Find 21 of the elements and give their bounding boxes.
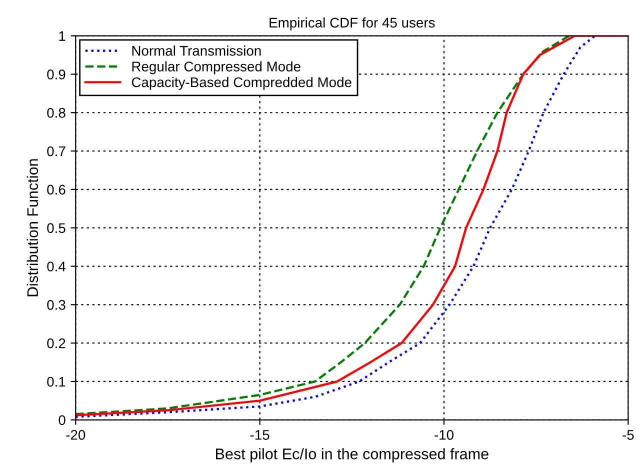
legend-label: Capacity-Based Compredded Mode (132, 76, 352, 90)
x-tick-label: -15 (250, 430, 270, 440)
y-tick-label: 1 (59, 31, 66, 41)
x-axis-title: Best pilot Ec/Io in the compressed frame (216, 448, 488, 462)
y-tick-label: 0.4 (47, 262, 66, 272)
legend-label: Regular Compressed Mode (132, 61, 300, 74)
y-tick-label: 0.6 (47, 184, 66, 195)
y-axis-title: Distribution Function (26, 159, 38, 296)
y-tick-label: 0.5 (47, 223, 66, 234)
x-tick-label: -5 (622, 430, 634, 440)
y-tick-label: 0.9 (47, 70, 66, 80)
y-tick-label: 0.3 (47, 300, 66, 310)
x-tick-label: -20 (66, 430, 86, 440)
chart-title: Empirical CDF for 45 users (270, 17, 435, 30)
y-tick-label: 0.1 (47, 376, 66, 387)
y-tick-label: 0.8 (47, 108, 66, 118)
y-tick-label: 0 (58, 415, 66, 426)
y-tick-label: 0.2 (47, 338, 66, 348)
y-tick-label: 0.7 (47, 146, 66, 156)
x-tick-label: -10 (434, 430, 454, 440)
legend-label: Normal Transmission (132, 46, 261, 56)
